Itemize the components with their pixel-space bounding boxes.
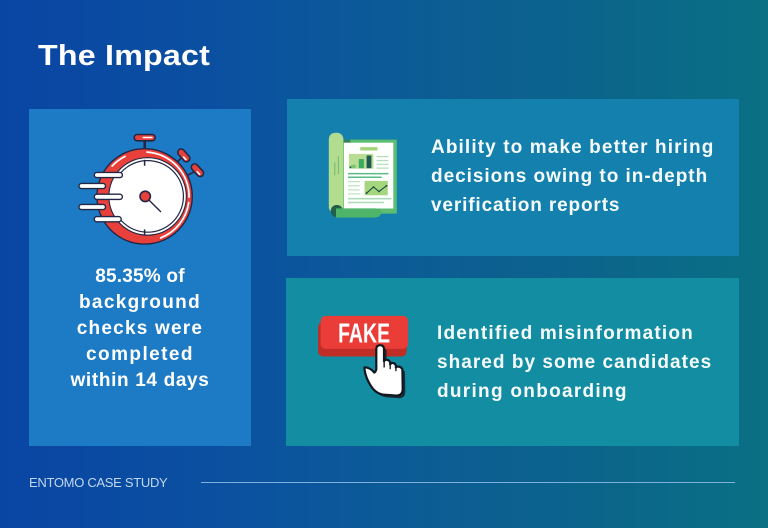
svg-text:FAKE: FAKE: [338, 317, 390, 348]
